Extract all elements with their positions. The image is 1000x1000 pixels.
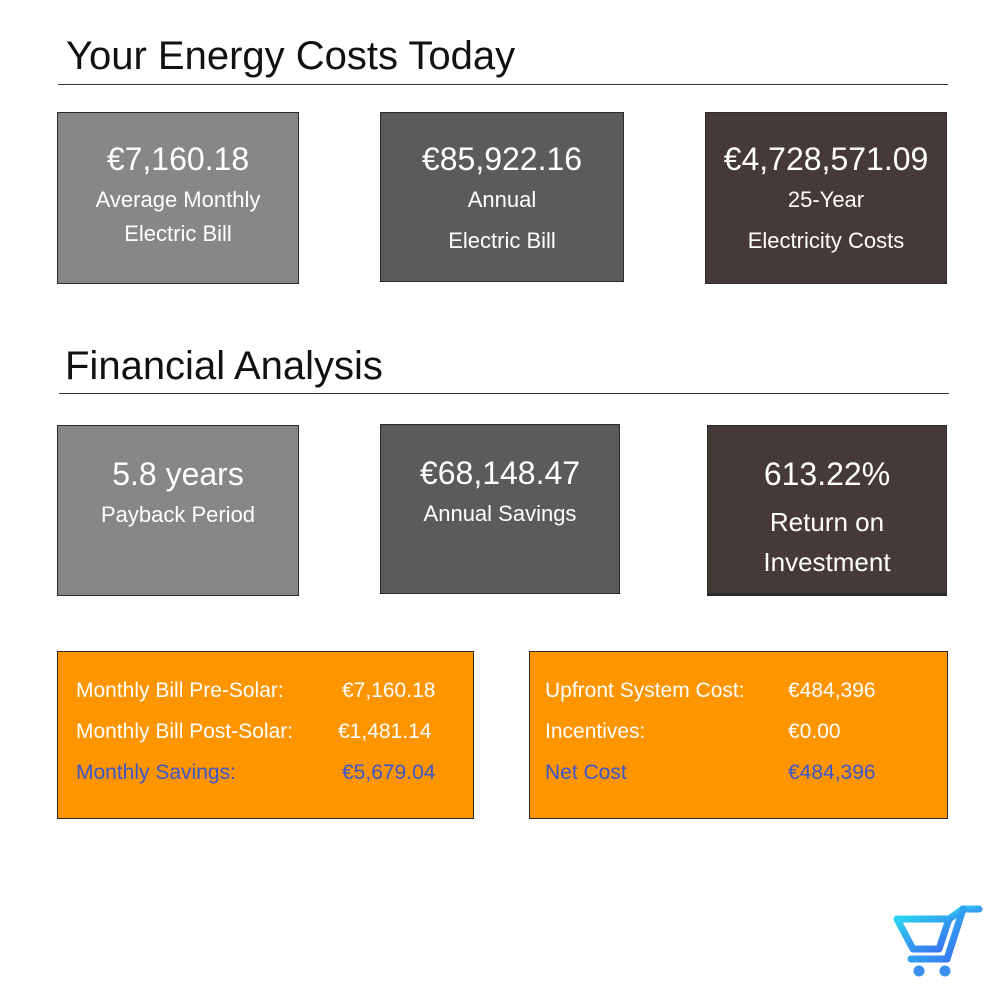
- post-solar-label: Monthly Bill Post-Solar:: [76, 720, 294, 743]
- pre-solar-label: Monthly Bill Pre-Solar:: [76, 679, 284, 702]
- energy-costs-title: Your Energy Costs Today: [58, 33, 948, 85]
- payback-period-label: Payback Period: [100, 502, 256, 527]
- incentives-value: €0.00: [788, 720, 841, 743]
- annual-bill-value: €85,922.16: [421, 141, 583, 177]
- shopping-cart-icon[interactable]: [893, 905, 983, 980]
- monthly-savings-label: Monthly Savings:: [76, 761, 236, 784]
- roi-label-2: Investment: [763, 547, 891, 577]
- annual-savings-card: €68,148.47 Annual Savings: [380, 424, 620, 594]
- avg-monthly-bill-card: €7,160.18 Average Monthly Electric Bill: [57, 112, 299, 284]
- monthly-bill-summary: Monthly Bill Pre-Solar: €7,160.18 Monthl…: [57, 651, 474, 819]
- annual-bill-label-2: Electric Bill: [448, 228, 556, 253]
- roi-card: 613.22% Return on Investment: [707, 425, 947, 596]
- avg-monthly-bill-label-2: Electric Bill: [124, 221, 232, 246]
- annual-savings-value: €68,148.47: [419, 455, 581, 491]
- annual-bill-label-1: Annual: [467, 187, 537, 212]
- 25-year-costs-card: €4,728,571.09 25-Year Electricity Costs: [705, 112, 947, 284]
- avg-monthly-bill-value: €7,160.18: [106, 141, 250, 177]
- payback-period-value: 5.8 years: [112, 456, 244, 492]
- 25-year-costs-label-1: 25-Year: [787, 187, 865, 212]
- incentives-label: Incentives:: [545, 720, 646, 743]
- post-solar-value: €1,481.14: [338, 720, 432, 743]
- annual-bill-card: €85,922.16 Annual Electric Bill: [380, 112, 624, 282]
- system-cost-summary: Upfront System Cost: €484,396 Incentives…: [529, 651, 948, 819]
- annual-savings-label: Annual Savings: [423, 501, 577, 526]
- roi-label-1: Return on: [769, 507, 885, 537]
- pre-solar-value: €7,160.18: [342, 679, 436, 702]
- net-cost-value: €484,396: [788, 761, 876, 784]
- 25-year-costs-label-2: Electricity Costs: [747, 228, 905, 253]
- upfront-cost-label: Upfront System Cost:: [545, 679, 745, 702]
- financial-analysis-title: Financial Analysis: [59, 343, 949, 394]
- net-cost-label: Net Cost: [545, 761, 627, 784]
- upfront-cost-value: €484,396: [788, 679, 876, 702]
- 25-year-costs-value: €4,728,571.09: [723, 141, 929, 177]
- avg-monthly-bill-label-1: Average Monthly: [95, 187, 261, 212]
- monthly-savings-value: €5,679.04: [342, 761, 436, 784]
- payback-period-card: 5.8 years Payback Period: [57, 425, 299, 596]
- roi-value: 613.22%: [763, 456, 891, 492]
